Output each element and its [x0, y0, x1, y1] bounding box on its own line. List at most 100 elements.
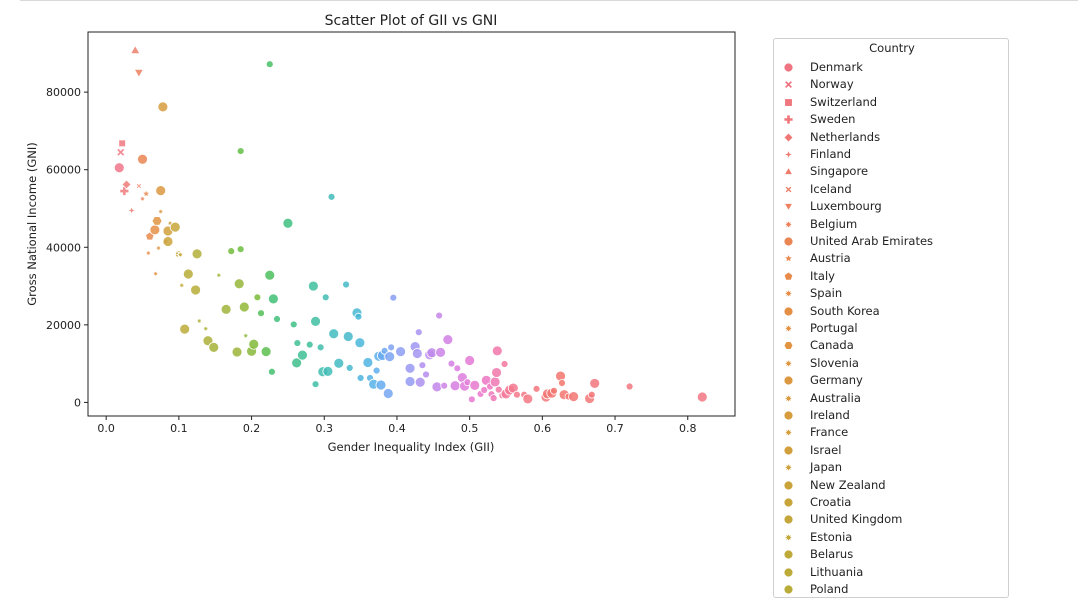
data-point [372, 366, 381, 375]
x-axis-label: Gender Inequality Index (GII) [328, 440, 495, 454]
data-point [418, 361, 427, 370]
x-axis: 0.0 0.1 0.2 0.3 0.4 0.5 0.6 0.7 0.8 [97, 416, 696, 435]
legend-label: Austria [810, 251, 851, 266]
legend-label: Canada [810, 338, 854, 353]
legend-marker [783, 62, 794, 73]
data-point [307, 280, 319, 292]
top-divider [20, 0, 1078, 1]
y-axis: 0 20000 40000 60000 80000 [46, 86, 88, 409]
data-point [480, 386, 489, 394]
data-point [118, 139, 126, 148]
data-point [532, 384, 541, 393]
axes-frame [87, 31, 736, 417]
data-point [150, 268, 161, 279]
data-point [489, 394, 498, 403]
data-point [126, 205, 137, 216]
legend-marker-shape [783, 80, 794, 90]
data-point [273, 315, 281, 323]
legend-marker [783, 410, 794, 421]
data-point [133, 68, 145, 79]
legend-marker-shape [783, 132, 794, 143]
legend-marker-shape [783, 392, 794, 404]
legend-item: Sweden [774, 111, 1008, 128]
data-point [414, 376, 426, 388]
data-point [257, 309, 265, 318]
data-point [447, 359, 456, 368]
legend-marker-shape [783, 203, 794, 212]
data-point [522, 393, 534, 405]
data-point [311, 380, 320, 389]
data-point [587, 390, 596, 399]
data-point [469, 379, 481, 391]
legend-marker-shape [783, 271, 794, 281]
data-point [149, 224, 161, 236]
legend-label: Japan [810, 460, 843, 475]
legend-marker [783, 114, 794, 125]
data-point [453, 364, 462, 373]
legend-label: Singapore [810, 164, 869, 179]
data-point [201, 324, 211, 334]
data-point [236, 147, 245, 155]
legend-item: Norway [774, 76, 1008, 93]
data-point [253, 293, 262, 302]
legend-marker-shape [783, 323, 794, 334]
legend-marker-shape [783, 514, 794, 525]
legend-marker [783, 80, 794, 90]
data-point [241, 331, 251, 341]
legend-item: Singapore [774, 163, 1008, 180]
legend-item: Ireland [774, 407, 1008, 424]
x-tick-label: 0.4 [388, 422, 406, 435]
data-point [162, 236, 174, 247]
legend-item: Spain [774, 285, 1008, 302]
legend-marker-shape [783, 149, 794, 160]
plot-area [113, 44, 708, 405]
data-point [550, 386, 558, 395]
data-point [696, 391, 708, 403]
legend-marker [783, 271, 794, 281]
data-point [411, 348, 423, 359]
data-point [119, 186, 130, 196]
legend-item: Belarus [774, 546, 1008, 563]
data-point [354, 337, 366, 349]
legend-marker-shape [783, 253, 794, 264]
legend-marker-shape [783, 480, 794, 490]
legend-marker-shape [783, 567, 794, 577]
x-tick-label: 0.2 [243, 422, 261, 435]
data-point [121, 179, 132, 190]
data-point [233, 278, 245, 290]
data-point [513, 390, 521, 399]
data-point [422, 370, 430, 379]
legend-marker [783, 549, 794, 560]
legend-title: Country [869, 41, 915, 55]
legend-marker [783, 445, 794, 456]
legend-marker-shape [783, 62, 794, 73]
data-point [130, 44, 141, 55]
legend-item: Austria [774, 250, 1008, 267]
data-point [169, 221, 181, 233]
legend-item: Finland [774, 146, 1008, 163]
data-point [141, 188, 151, 198]
data-point [356, 374, 365, 382]
data-point [431, 381, 443, 393]
legend-marker [784, 98, 793, 107]
legend-item: Netherlands [774, 129, 1008, 146]
data-point [156, 206, 166, 217]
data-point [491, 367, 502, 378]
legend-label: South Korea [810, 303, 880, 318]
legend-marker [783, 392, 794, 404]
data-point [500, 360, 509, 368]
data-point [310, 315, 321, 327]
data-point [155, 185, 167, 197]
data-point [291, 357, 303, 369]
data-point [362, 357, 374, 368]
legend-marker-shape [783, 218, 794, 230]
legend-marker [783, 480, 794, 490]
legend: Country Denmark Norway Switzerland Sweden Ne… [773, 38, 1009, 598]
legend-label: Finland [810, 147, 852, 161]
legend-label: Iceland [810, 181, 852, 196]
data-point [137, 153, 148, 165]
data-point [214, 270, 224, 280]
data-point [328, 328, 340, 340]
legend-label: Croatia [810, 495, 852, 509]
legend-item: New Zealand [774, 477, 1008, 494]
